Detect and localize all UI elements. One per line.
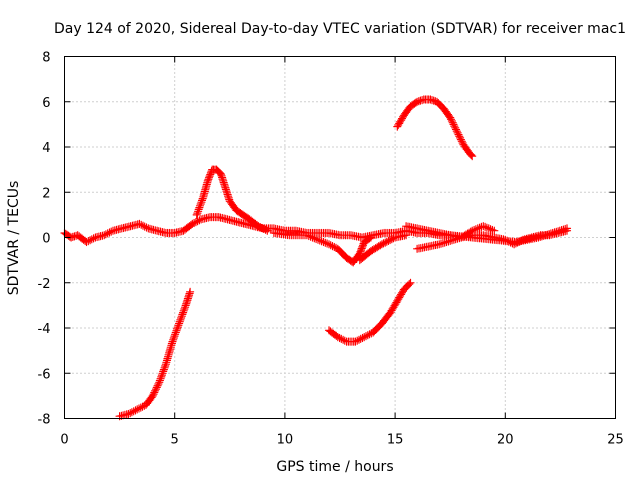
y-tick-label: 6 bbox=[42, 96, 50, 111]
series-track-lower-right bbox=[413, 222, 499, 253]
x-axis-label: GPS time / hours bbox=[276, 459, 393, 475]
y-tick-label: -2 bbox=[38, 277, 51, 292]
y-tick-label: -4 bbox=[38, 322, 51, 337]
y-tick-label: -8 bbox=[38, 413, 51, 428]
y-axis-label: SDTVAR / TECUs bbox=[6, 181, 22, 296]
series-track-falling-left bbox=[115, 287, 195, 421]
series-track-lower-mid bbox=[269, 228, 375, 267]
plot-frame bbox=[64, 56, 616, 419]
series-track-hump-near-7h bbox=[192, 165, 272, 235]
y-tick-label: 0 bbox=[42, 232, 50, 247]
y-tick-label: 2 bbox=[42, 186, 50, 201]
series-track-dip-near-14h bbox=[355, 231, 411, 265]
axes-ticks: 0 5 10 15 20 25 -8 -6 -4 -2 0 2 4 6 8 bbox=[38, 51, 624, 448]
x-tick-label: 5 bbox=[171, 433, 179, 448]
x-tick-label: 25 bbox=[607, 433, 624, 448]
x-tick-label: 0 bbox=[60, 433, 68, 448]
y-tick-label: 4 bbox=[42, 141, 50, 156]
series-track-lower-arc bbox=[324, 278, 415, 346]
y-tick-label: 8 bbox=[42, 51, 50, 66]
x-tick-label: 20 bbox=[497, 433, 514, 448]
x-tick-label: 10 bbox=[277, 433, 294, 448]
x-tick-label: 15 bbox=[387, 433, 404, 448]
series-group bbox=[60, 95, 572, 421]
y-tick-label: -6 bbox=[38, 367, 51, 382]
chart-title: Day 124 of 2020, Sidereal Day-to-day VTE… bbox=[54, 21, 626, 37]
series-track-upper-arc bbox=[393, 95, 477, 161]
